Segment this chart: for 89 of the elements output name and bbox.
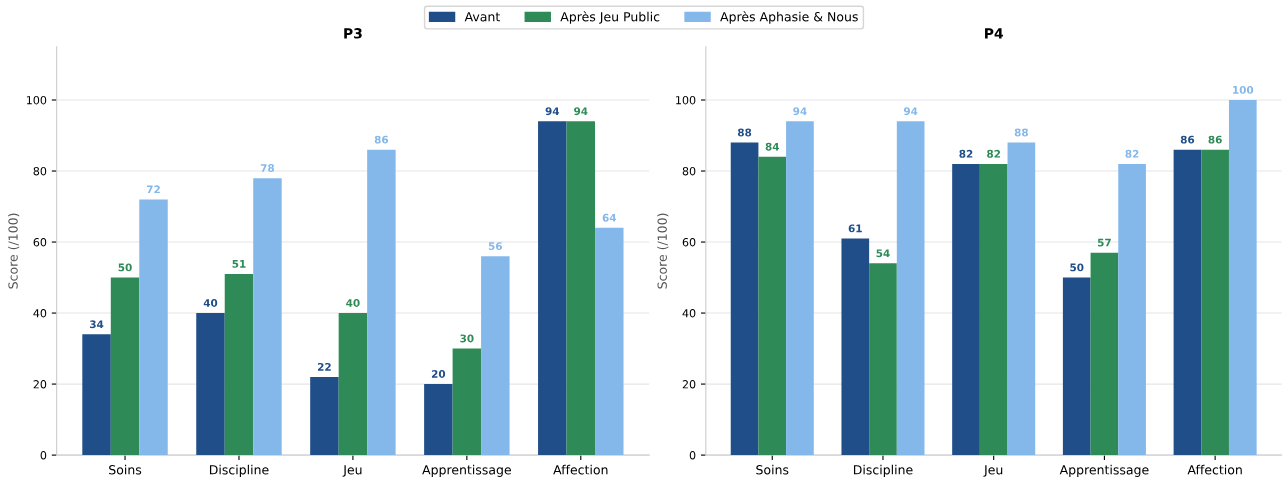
y-tick-label: 20 (682, 380, 696, 389)
data-label: 50 (1070, 263, 1084, 272)
bar (1173, 149, 1202, 456)
x-tick-label: Affection (1187, 464, 1242, 475)
data-label: 72 (146, 185, 160, 194)
data-label: 22 (318, 362, 331, 371)
bar (566, 121, 596, 456)
y-tick-label: 40 (682, 309, 696, 318)
bar (952, 163, 980, 456)
chart-title: P3 (344, 28, 362, 39)
data-label: 40 (346, 299, 360, 307)
data-label: 94 (574, 107, 588, 116)
bar (196, 313, 225, 456)
bar (595, 227, 624, 456)
bar (730, 142, 759, 456)
chart-title: P4 (985, 28, 1003, 39)
bar (310, 376, 339, 456)
data-label: 94 (903, 107, 918, 116)
data-label: 82 (959, 149, 973, 158)
data-label: 86 (374, 135, 389, 144)
data-label: 78 (260, 164, 275, 172)
x-tick-label: Apprentissage (1059, 464, 1149, 477)
bar (538, 121, 567, 456)
data-label: 82 (1125, 149, 1139, 158)
y-tick-label: 80 (682, 167, 696, 176)
bar (786, 121, 814, 456)
bar (841, 238, 870, 456)
data-label: 61 (848, 224, 862, 233)
y-tick-label: 100 (26, 95, 47, 105)
y-axis-title: Score (/100) (8, 213, 20, 289)
data-label: 84 (765, 142, 780, 151)
y-tick-label: 0 (689, 451, 696, 460)
data-label: 57 (1097, 238, 1111, 247)
bar (869, 263, 897, 456)
bar (896, 121, 925, 456)
data-label: 88 (737, 128, 752, 137)
data-label: 86 (1208, 135, 1222, 144)
x-tick-label: Apprentissage (422, 464, 511, 477)
x-tick-label: Jeu (342, 465, 362, 477)
bar (1007, 142, 1036, 456)
x-tick-label: Soins (109, 464, 142, 475)
data-label: 50 (118, 263, 132, 272)
bar (367, 149, 396, 456)
data-label: 94 (793, 107, 807, 116)
data-label: 94 (545, 107, 560, 116)
data-label: 86 (1180, 135, 1195, 144)
x-tick-label: Soins (756, 464, 789, 475)
data-label: 30 (460, 334, 474, 343)
bar (758, 156, 787, 456)
y-tick-label: 0 (40, 451, 47, 460)
bar (338, 313, 368, 456)
data-label: 34 (90, 320, 104, 329)
data-label: 82 (987, 149, 1001, 158)
bar (82, 334, 111, 456)
bar (424, 384, 453, 456)
bar (1228, 100, 1257, 456)
data-label: 51 (232, 260, 246, 268)
y-tick-label: 60 (682, 238, 696, 247)
bar (253, 178, 282, 456)
x-tick-label: Discipline (209, 464, 269, 477)
data-label: 100 (1233, 85, 1254, 94)
x-tick-label: Discipline (853, 464, 913, 477)
legend-label: Après Jeu Public (560, 11, 660, 24)
data-label: 56 (488, 242, 503, 251)
data-label: 20 (431, 370, 446, 378)
y-tick-label: 80 (33, 167, 47, 176)
data-label: 54 (876, 249, 890, 258)
bar (452, 348, 482, 456)
legend-label: Après Aphasie & Nous (720, 11, 858, 24)
bar (1062, 277, 1091, 456)
x-tick-label: Jeu (983, 465, 1003, 477)
bar (1090, 252, 1119, 456)
bar (110, 277, 140, 456)
y-tick-label: 40 (33, 309, 47, 318)
bar (139, 199, 168, 456)
bar (481, 256, 510, 456)
bar (1118, 163, 1146, 456)
x-tick-label: Affection (553, 464, 608, 475)
bar (224, 274, 254, 456)
data-label: 40 (203, 299, 218, 307)
y-tick-label: 20 (33, 380, 47, 389)
y-axis-title: Score (/100) (657, 213, 669, 289)
data-label: 64 (602, 213, 617, 222)
bar (1201, 149, 1229, 456)
bar (979, 163, 1008, 456)
data-label: 88 (1014, 128, 1028, 137)
y-tick-label: 60 (33, 238, 47, 247)
y-tick-label: 100 (676, 95, 696, 105)
legend-label: Avant (464, 12, 500, 22)
